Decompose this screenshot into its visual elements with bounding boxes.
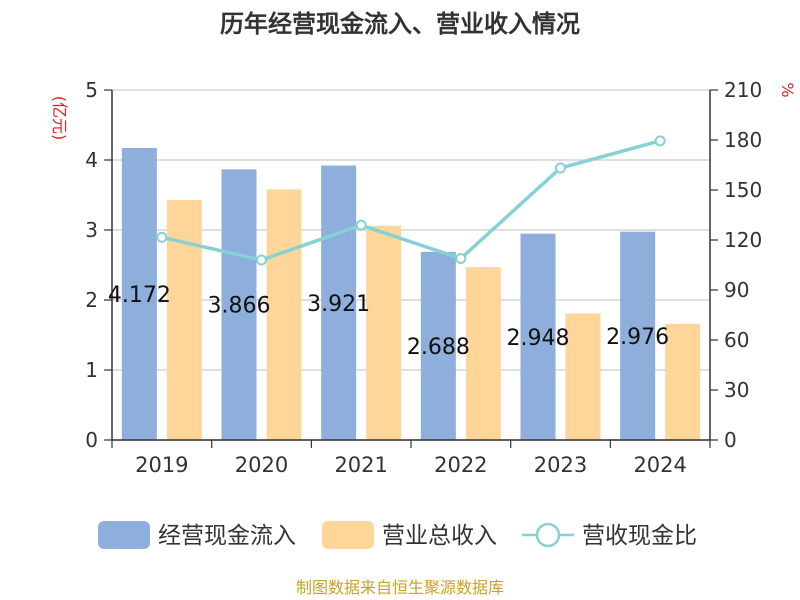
right-tick-label: 0 <box>724 428 737 452</box>
bar-revenue <box>266 189 302 440</box>
bar-cash-inflow <box>520 233 556 440</box>
left-tick-label: 4 <box>85 148 98 172</box>
line-series <box>156 135 666 266</box>
bar-data-label: 2.688 <box>407 335 470 360</box>
line-cash-ratio <box>161 139 661 262</box>
legend-swatch <box>98 521 150 549</box>
data-labels: 4.172 3.866 3.921 2.688 2.948 2.976 <box>108 283 669 360</box>
right-tick-label: 90 <box>724 278 749 302</box>
line-point <box>156 231 168 243</box>
legend-label: 营收现金比 <box>582 523 697 549</box>
bar-revenue <box>665 323 701 440</box>
x-tick-label: 2019 <box>135 453 188 477</box>
x-tick-label: 2023 <box>534 453 587 477</box>
bar-data-label: 3.866 <box>208 294 271 319</box>
right-tick-label: 210 <box>724 78 762 102</box>
legend-label: 营业总收入 <box>382 523 497 549</box>
bar-data-label: 3.921 <box>307 292 370 317</box>
left-tick-label: 0 <box>85 428 98 452</box>
legend-marker <box>535 522 561 548</box>
bar-revenue <box>565 313 601 440</box>
bar-cash-inflow <box>121 147 157 440</box>
right-tick-label: 150 <box>724 178 762 202</box>
right-tick-label: 180 <box>724 128 762 152</box>
source-note: 制图数据来自恒生聚源数据库 <box>296 578 504 597</box>
bar-data-label: 2.948 <box>507 326 570 351</box>
right-tick-label: 120 <box>724 228 762 252</box>
chart-title: 历年经营现金流入、营业收入情况 <box>220 10 580 38</box>
right-axis-unit: % <box>778 82 797 97</box>
bar-cash-inflow <box>321 165 357 440</box>
legend: 经营现金流入 营业总收入 营收现金比 <box>98 521 697 549</box>
x-tick-label: 2021 <box>334 453 387 477</box>
legend-swatch <box>322 521 374 549</box>
x-tick-label: 2020 <box>235 453 288 477</box>
left-tick-label: 5 <box>85 78 98 102</box>
line-point <box>355 219 367 231</box>
bar-revenue <box>166 199 202 440</box>
bars <box>121 147 701 440</box>
bar-data-label: 2.976 <box>606 325 669 350</box>
right-tick-label: 60 <box>724 328 749 352</box>
x-tick-label: 2024 <box>633 453 686 477</box>
line-point <box>555 162 566 174</box>
x-tick-label: 2022 <box>434 453 487 477</box>
right-tick-label: 30 <box>724 378 749 402</box>
bar-revenue <box>465 267 501 440</box>
bar-cash-inflow <box>221 169 257 440</box>
bar-cash-inflow <box>620 231 656 440</box>
line-point <box>256 254 267 266</box>
bar-revenue <box>366 225 402 440</box>
bar-data-label: 4.172 <box>108 283 171 308</box>
left-tick-label: 1 <box>85 358 98 382</box>
axes: 0 1 2 3 4 5 0 30 60 90 120 150 180 210 2019 2020 2021 202… <box>85 78 762 477</box>
line-point <box>455 253 467 264</box>
left-tick-label: 2 <box>85 288 98 312</box>
bar-cash-inflow <box>420 251 456 440</box>
left-tick-label: 3 <box>85 218 98 242</box>
legend-label: 经营现金流入 <box>158 523 296 549</box>
line-point <box>654 135 666 147</box>
left-axis-unit: (亿元) <box>50 96 69 141</box>
